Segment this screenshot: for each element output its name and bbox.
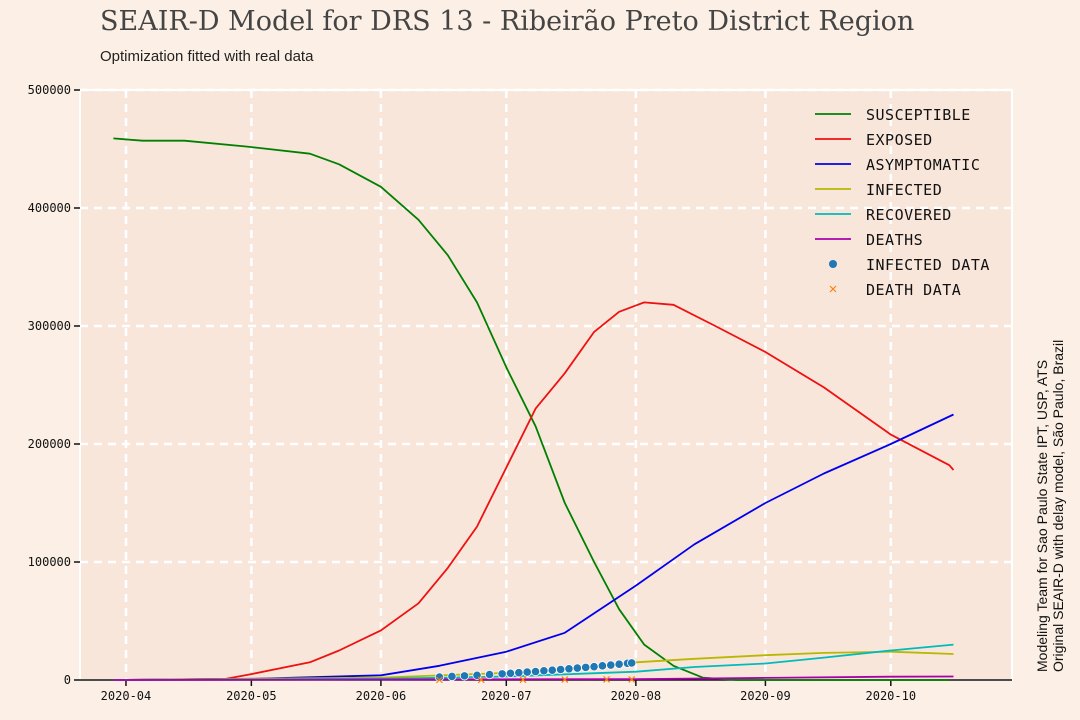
- legend-label-susceptible: SUSCEPTIBLE: [866, 106, 971, 124]
- data-point-death-data: [477, 676, 485, 684]
- chart-subtitle: Optimization fitted with real data: [100, 48, 314, 65]
- legend: SUSCEPTIBLE EXPOSED ASYMPTOMATIC INFECTED RE…: [815, 106, 990, 299]
- legend-label-deaths: DEATHS: [866, 231, 923, 249]
- side-note-line-1: Modeling Team for Sao Paulo State IPT, U…: [1034, 360, 1050, 672]
- data-point-infected-data: [447, 671, 457, 682]
- x-tick-label: 2020-09: [740, 689, 791, 703]
- legend-label-asymptomatic: ASYMPTOMATIC: [866, 156, 980, 174]
- series-line-recovered: [113, 643, 954, 681]
- x-tick-label: 2020-08: [611, 689, 662, 703]
- data-point-infected-data: [627, 658, 637, 668]
- series-line-susceptible: [113, 137, 950, 681]
- data-point-infected-data: [530, 666, 541, 677]
- chart-title: SEAIR-D Model for DRS 13 - Ribeirão Pret…: [100, 6, 914, 37]
- legend-label-exposed: EXPOSED: [866, 131, 933, 149]
- side-note: Modeling Team for Sao Paulo State IPT, U…: [1034, 340, 1066, 672]
- series-layer: [113, 137, 955, 684]
- y-tick-label: 200000: [28, 437, 71, 451]
- data-point-infected-data: [434, 672, 445, 682]
- grid: [80, 88, 1012, 680]
- data-point-death-data: [561, 676, 569, 684]
- series-line-exposed: [113, 301, 955, 681]
- plot-area: [79, 89, 1013, 681]
- data-point-death-data: [519, 676, 527, 684]
- legend-swatch-death-data: [829, 285, 837, 293]
- data-point-infected-data: [505, 668, 516, 678]
- data-point-infected-data: [606, 660, 616, 670]
- legend-label-infected: INFECTED: [866, 181, 942, 199]
- data-point-infected-data: [484, 669, 495, 680]
- legend-label-death-data: DEATH DATA: [866, 281, 961, 299]
- y-tick-label: 400000: [28, 201, 71, 215]
- data-point-infected-data: [514, 668, 524, 678]
- data-point-infected-data: [597, 661, 608, 671]
- data-point-infected-data: [572, 663, 582, 673]
- y-tick-label: 500000: [28, 83, 71, 97]
- data-point-infected-data: [459, 671, 470, 681]
- data-point-infected-data: [589, 662, 599, 672]
- data-point-infected-data: [539, 666, 549, 676]
- data-point-infected-data: [564, 664, 574, 674]
- side-note-line-2: Original SEAIR-D with delay model, São P…: [1050, 340, 1066, 672]
- data-point-infected-data: [581, 662, 591, 672]
- series-line-asymptomatic: [113, 413, 954, 681]
- x-tick-label: 2020-06: [356, 689, 407, 703]
- legend-label-recovered: RECOVERED: [866, 206, 952, 224]
- y-tick-label: 300000: [28, 319, 71, 333]
- data-point-death-data: [628, 675, 636, 683]
- data-point-infected-data: [547, 665, 557, 675]
- x-tick-label: 2020-04: [101, 689, 152, 703]
- data-point-death-data: [603, 676, 611, 683]
- x-tick-label: 2020-05: [226, 689, 277, 703]
- y-tick-label: 0: [64, 673, 71, 687]
- data-point-infected-data: [556, 664, 566, 675]
- data-point-infected-data: [614, 659, 624, 669]
- legend-swatch-infected-data: [829, 260, 837, 268]
- x-tick-label: 2020-07: [481, 689, 532, 703]
- x-tick-label: 2020-10: [866, 689, 917, 703]
- legend-label-infected-data: INFECTED DATA: [866, 256, 990, 274]
- data-point-infected-data: [497, 669, 507, 679]
- y-tick-label: 100000: [28, 555, 71, 569]
- data-point-infected-data: [522, 667, 532, 677]
- data-point-death-data: [436, 676, 443, 684]
